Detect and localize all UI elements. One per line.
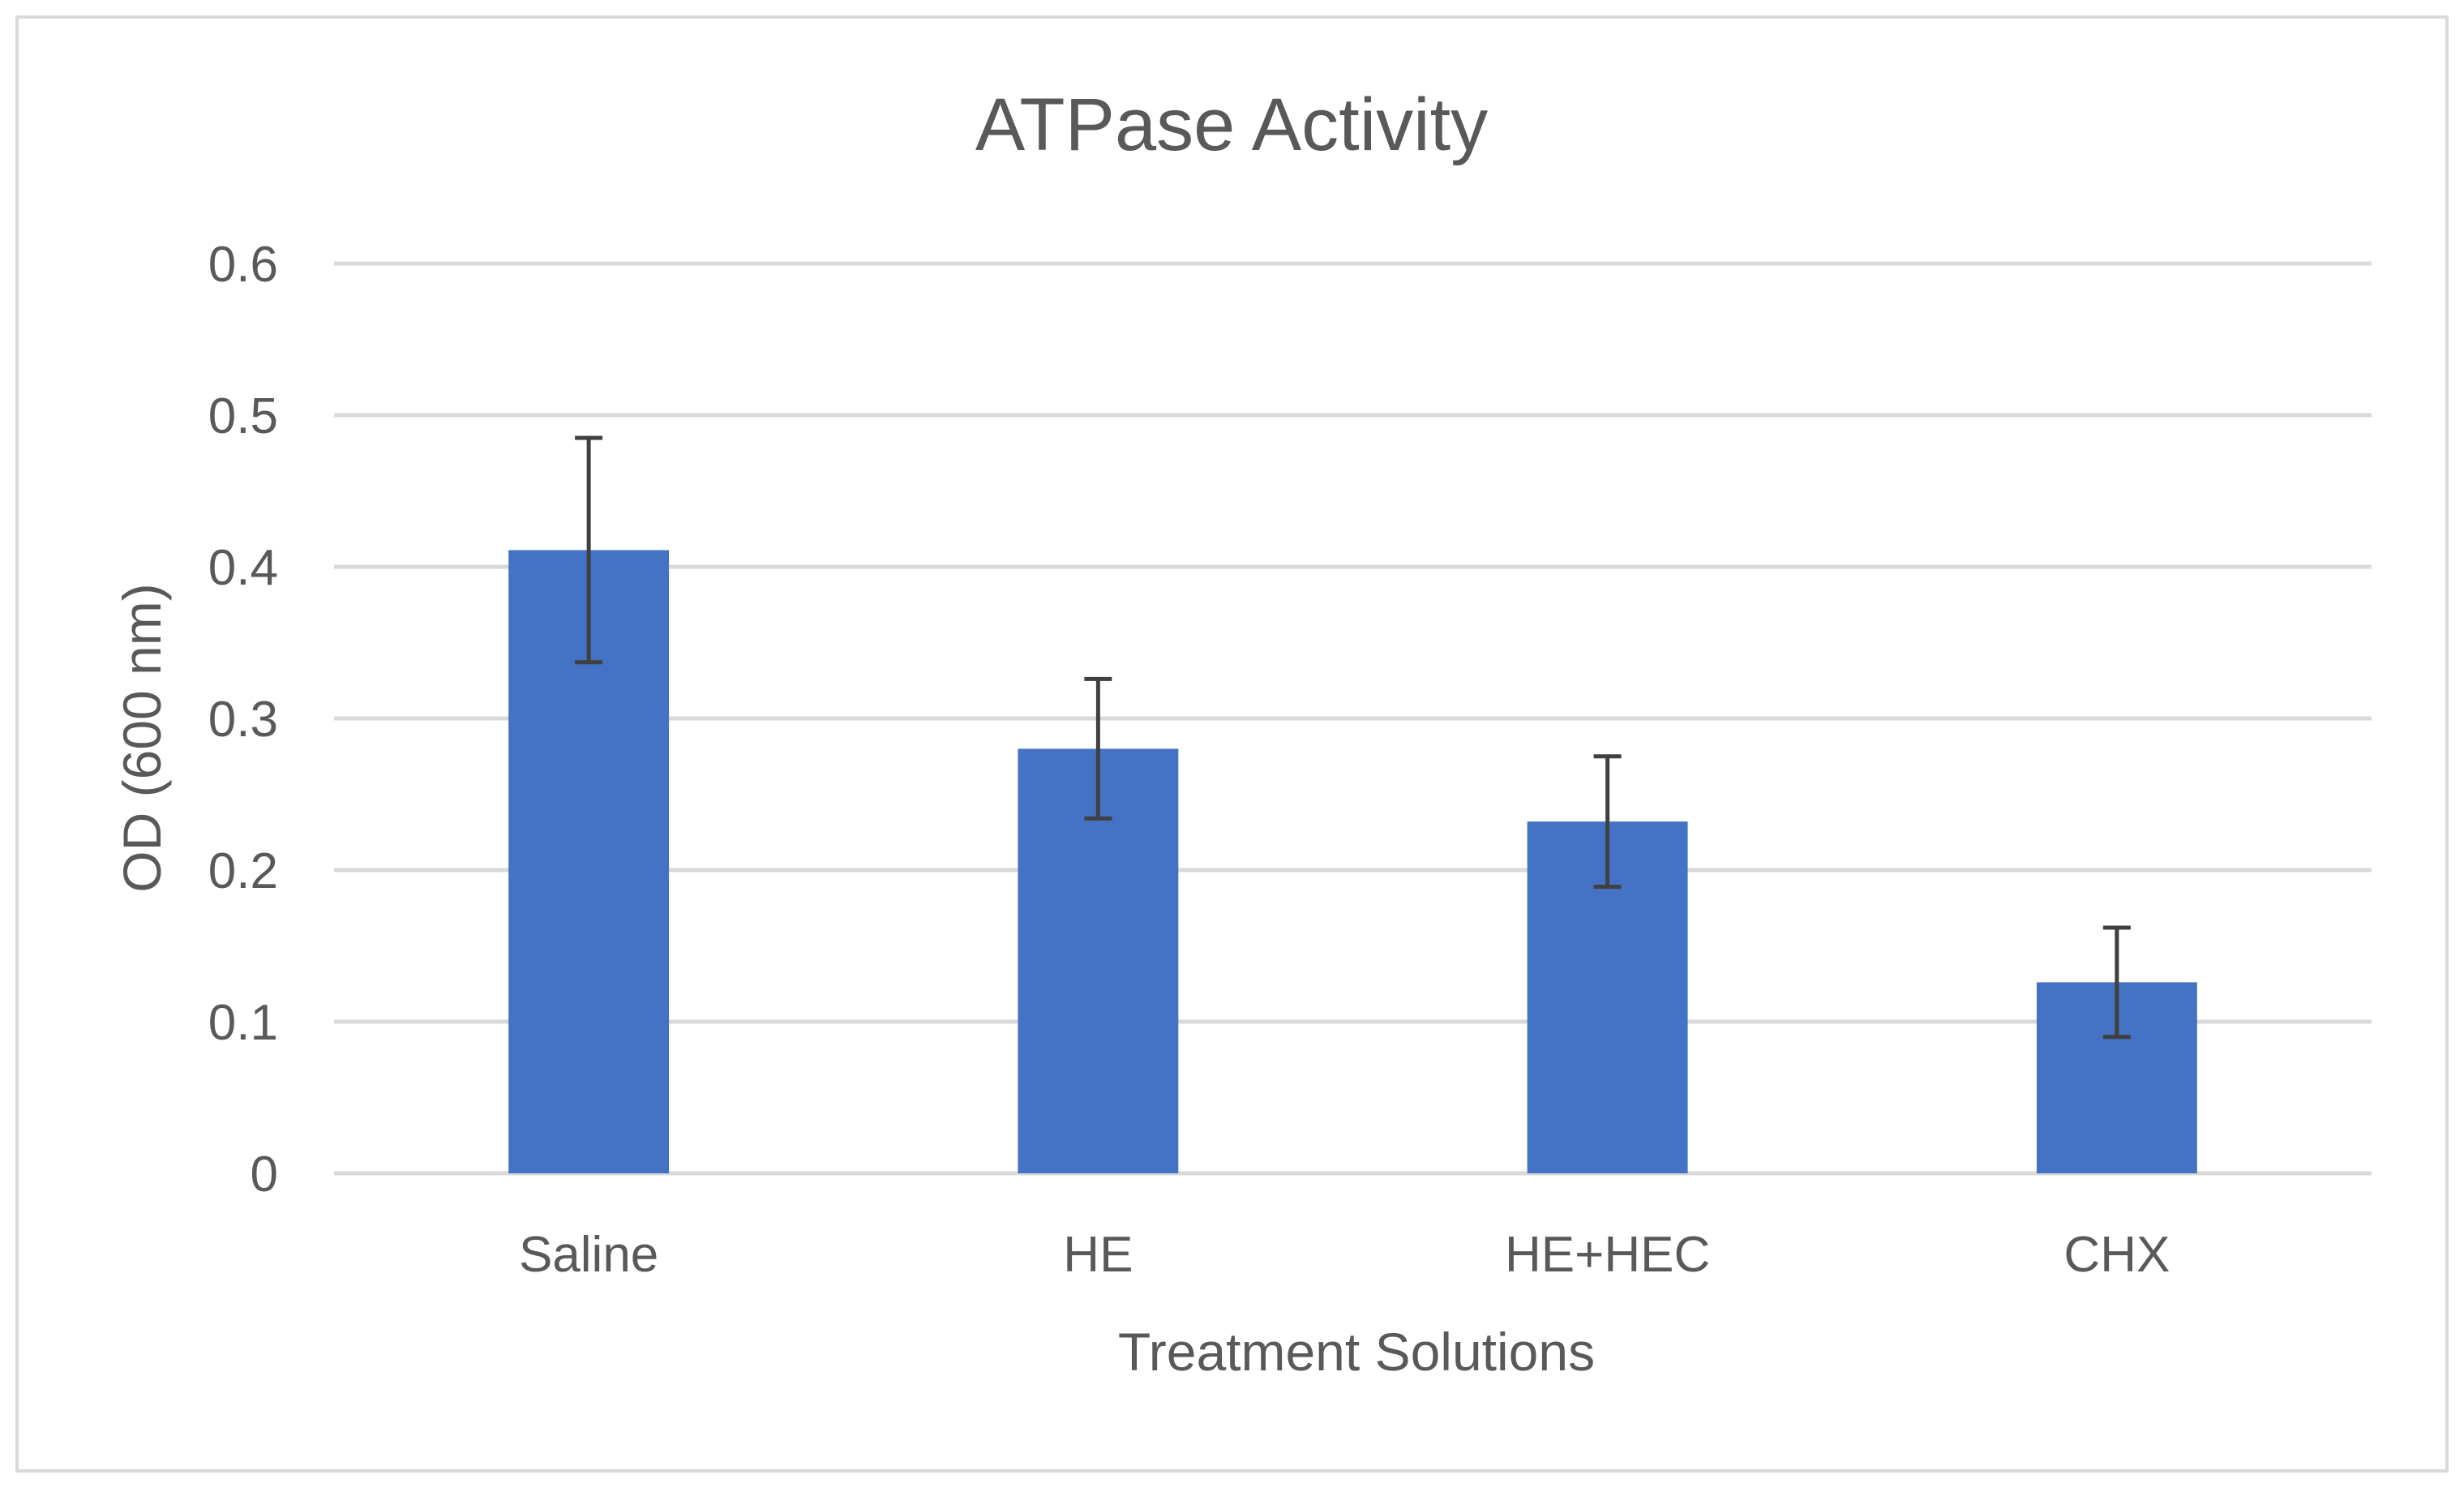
- gridlines: [334, 261, 2372, 1176]
- x-axis-tick-labels: Saline HE HE+HEC CHX: [519, 1227, 2170, 1283]
- y-tick-label: 0.2: [208, 843, 278, 899]
- x-tick-label: Saline: [519, 1227, 658, 1283]
- chart-title: ATPase Activity: [975, 84, 1488, 166]
- y-tick-label: 0.3: [208, 692, 278, 748]
- y-axis-title: OD (600 nm): [112, 583, 172, 892]
- y-tick-label: 0.5: [208, 388, 278, 444]
- y-tick-label: 0.4: [208, 540, 278, 596]
- y-tick-label: 0: [251, 1147, 278, 1203]
- error-bars: [575, 435, 2131, 1040]
- y-tick-label: 0.1: [208, 995, 278, 1051]
- x-axis-title: Treatment Solutions: [1118, 1322, 1595, 1382]
- x-tick-label: HE: [1063, 1227, 1133, 1283]
- x-tick-label: CHX: [2063, 1227, 2170, 1283]
- x-tick-label: HE+HEC: [1505, 1227, 1710, 1283]
- y-axis-tick-labels: 0 0.1 0.2 0.3 0.4 0.5 0.6: [208, 237, 278, 1203]
- chart-border: [15, 15, 2449, 1473]
- y-tick-label: 0.6: [208, 237, 278, 293]
